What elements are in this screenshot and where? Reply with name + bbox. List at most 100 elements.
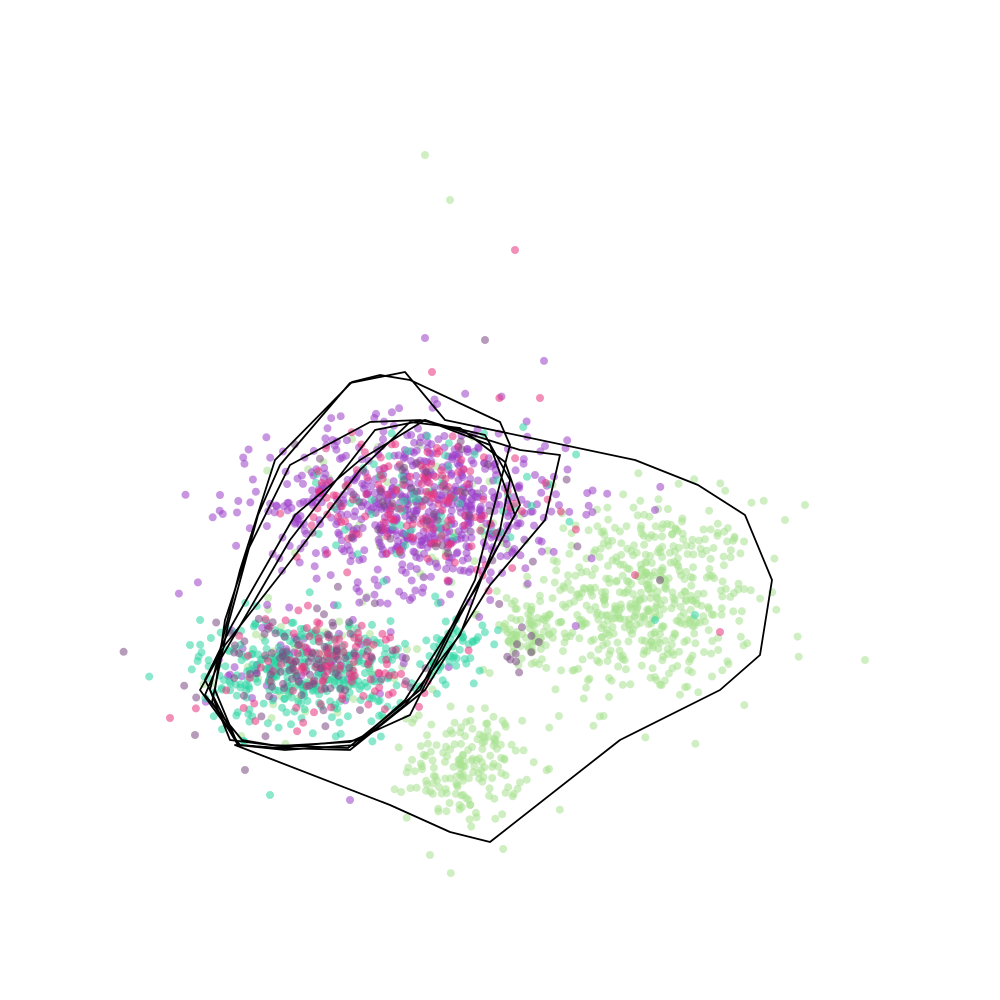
scatter-point [498, 810, 507, 819]
scatter-point [527, 631, 536, 640]
scatter-point [467, 822, 476, 831]
scatter-point [557, 666, 566, 675]
scatter-point [718, 666, 727, 675]
scatter-point [293, 649, 302, 658]
scatter-point [397, 788, 406, 796]
scatter-point [667, 604, 676, 613]
scatter-point [511, 454, 520, 463]
scatter-point [259, 699, 268, 708]
scatter-point [206, 634, 215, 642]
scatter-point [518, 716, 527, 725]
scatter-point [369, 640, 378, 649]
scatter-point [656, 482, 665, 491]
scatter-point [612, 577, 621, 586]
scatter-point [699, 612, 708, 621]
scatter-point [449, 533, 458, 542]
scatter-point [455, 645, 464, 654]
scatter-point [550, 578, 559, 587]
scatter-point [303, 697, 312, 705]
scatter-point [383, 599, 392, 608]
scatter-point [422, 786, 431, 795]
scatter-point [488, 774, 497, 782]
scatter-point [720, 527, 729, 536]
scatter-point [392, 485, 401, 494]
scatter-point [650, 673, 659, 682]
scatter-point [422, 524, 431, 533]
scatter-point [566, 585, 575, 594]
scatter-point [444, 439, 453, 448]
scatter-point [554, 712, 563, 720]
scatter-point [737, 607, 746, 616]
scatter-point [308, 649, 317, 658]
scatter-point [602, 611, 610, 620]
scatter-point [268, 618, 277, 627]
scatter-point [664, 669, 673, 678]
scatter-point [542, 622, 551, 631]
scatter-point [594, 645, 603, 654]
scatter-point [302, 624, 311, 632]
scatter-point [688, 651, 697, 660]
scatter-point [502, 540, 511, 549]
scatter-point [746, 586, 755, 595]
scatter-point [675, 567, 684, 575]
scatter-point [119, 647, 128, 656]
scatter-point [215, 506, 224, 515]
scatter-point [685, 657, 694, 666]
scatter-point [636, 496, 645, 505]
scatter-point [640, 510, 649, 519]
scatter-point [358, 524, 367, 532]
scatter-point [429, 779, 437, 788]
scatter-point [332, 541, 340, 550]
scatter-point [208, 513, 217, 522]
scatter-point [355, 498, 364, 507]
scatter-point [389, 522, 397, 531]
scatter-point [263, 719, 272, 728]
scatter-point [575, 563, 584, 572]
scatter-point [351, 643, 360, 651]
scatter-point [499, 845, 508, 853]
scatter-point [272, 501, 281, 510]
scatter-point [501, 625, 510, 634]
scatter-point [239, 453, 248, 462]
scatter-point [490, 640, 499, 649]
scatter-point [519, 423, 528, 432]
scatter-point [353, 578, 362, 587]
scatter-point [621, 665, 630, 674]
scatter-point [429, 763, 438, 772]
scatter-point [283, 480, 292, 489]
scatter-point [423, 731, 431, 740]
scatter-point [416, 742, 425, 751]
scatter-point [379, 577, 388, 586]
scatter-point [253, 678, 262, 687]
scatter-point [377, 675, 386, 684]
scatter-point [449, 651, 458, 660]
scatter-point [409, 547, 418, 556]
scatter-point [422, 636, 431, 645]
scatter-point [505, 638, 514, 647]
scatter-point [315, 619, 324, 628]
scatter-point [468, 496, 477, 504]
scatter-point [306, 670, 314, 679]
scatter-point [571, 622, 580, 630]
scatter-point [705, 564, 714, 573]
scatter-point [440, 432, 449, 440]
scatter-point [564, 571, 572, 580]
scatter-point [690, 621, 699, 630]
scatter-point [704, 603, 713, 612]
scatter-point [626, 680, 635, 689]
scatter-point [504, 512, 513, 521]
scatter-point [605, 674, 613, 682]
scatter-point [307, 521, 316, 530]
scatter-point [663, 505, 672, 513]
scatter-point [412, 487, 421, 496]
scatter-point [552, 490, 560, 499]
scatter-point [354, 530, 363, 539]
scatter-point [230, 641, 239, 650]
scatter-point [495, 394, 504, 402]
scatter-point [431, 472, 440, 481]
scatter-point [612, 553, 621, 562]
scatter-point [648, 641, 657, 650]
scatter-point [262, 522, 271, 531]
scatter-point [656, 566, 665, 575]
scatter-point [455, 800, 464, 809]
